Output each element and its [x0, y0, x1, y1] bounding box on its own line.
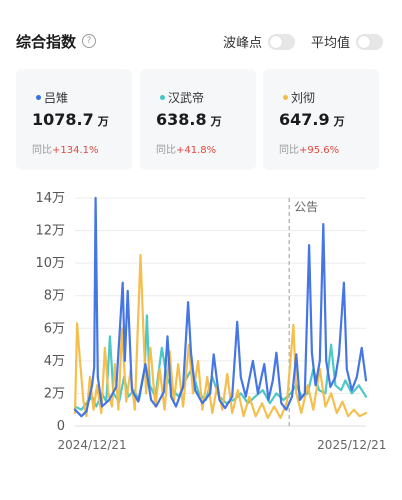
annotation-label: 公告	[294, 200, 318, 214]
keyword-value: 647.9 万	[279, 110, 345, 129]
keyword-value: 1078.7 万	[32, 110, 109, 129]
keyword-name: 汉武帝	[156, 89, 204, 106]
series-color-dot	[283, 95, 288, 100]
keyword-cards: 吕雉 1078.7 万 同比+134.1% 汉武帝 638.8 万 同比+41.8%…	[16, 69, 386, 170]
keyword-card-liu-che[interactable]: 刘彻 647.9 万 同比+95.6%	[263, 69, 379, 170]
keyword-card-lv-zhi[interactable]: 吕雉 1078.7 万 同比+134.1%	[16, 69, 132, 170]
average-toggle-label: 平均值	[311, 36, 351, 51]
x-tick-label: 2025/12/21	[317, 438, 386, 452]
question-circle-icon[interactable]: ?	[82, 34, 96, 48]
series-line-2	[73, 253, 368, 419]
section-title: 综合指数	[16, 33, 77, 51]
peak-toggle[interactable]	[268, 33, 296, 50]
keyword-card-han-wudi[interactable]: 汉武帝 638.8 万 同比+41.8%	[140, 69, 256, 170]
keyword-name: 刘彻	[279, 89, 315, 106]
y-tick-label: 6万	[44, 321, 65, 336]
peak-toggle-group[interactable]: 波峰点	[223, 32, 296, 51]
trend-chart-svg: 0 2万 4万 6万 8万 10万 12万 14万 2024/12/21 2025/12/21 公告	[35, 191, 386, 452]
y-tick-label: 4万	[44, 354, 65, 369]
average-toggle-group[interactable]: 平均值	[311, 32, 384, 51]
y-tick-label: 2万	[44, 386, 65, 401]
series-color-dot	[160, 95, 165, 100]
average-toggle[interactable]	[356, 33, 384, 50]
y-tick-label: 12万	[35, 224, 65, 239]
y-tick-label: 8万	[44, 289, 65, 304]
peak-toggle-label: 波峰点	[223, 36, 263, 51]
y-tick-label: 0	[57, 419, 65, 434]
y-tick-label: 10万	[35, 256, 65, 271]
yoy-change: 同比+134.1%	[32, 145, 99, 156]
series-color-dot	[36, 95, 41, 100]
keyword-value: 638.8 万	[156, 110, 222, 129]
y-tick-label: 14万	[35, 191, 65, 206]
yoy-change: 同比+41.8%	[156, 145, 217, 156]
x-tick-label: 2024/12/21	[57, 438, 126, 452]
yoy-change: 同比+95.6%	[279, 145, 340, 156]
toggle-knob	[270, 35, 283, 48]
keyword-name: 吕雉	[32, 89, 68, 106]
trend-chart[interactable]: 0 2万 4万 6万 8万 10万 12万 14万 2024/12/21 2025/12/21 公告	[0, 180, 402, 480]
index-header: 综合指数 ? 波峰点 平均值	[0, 0, 402, 62]
series-line-0	[73, 196, 368, 418]
toggle-knob	[358, 35, 371, 48]
